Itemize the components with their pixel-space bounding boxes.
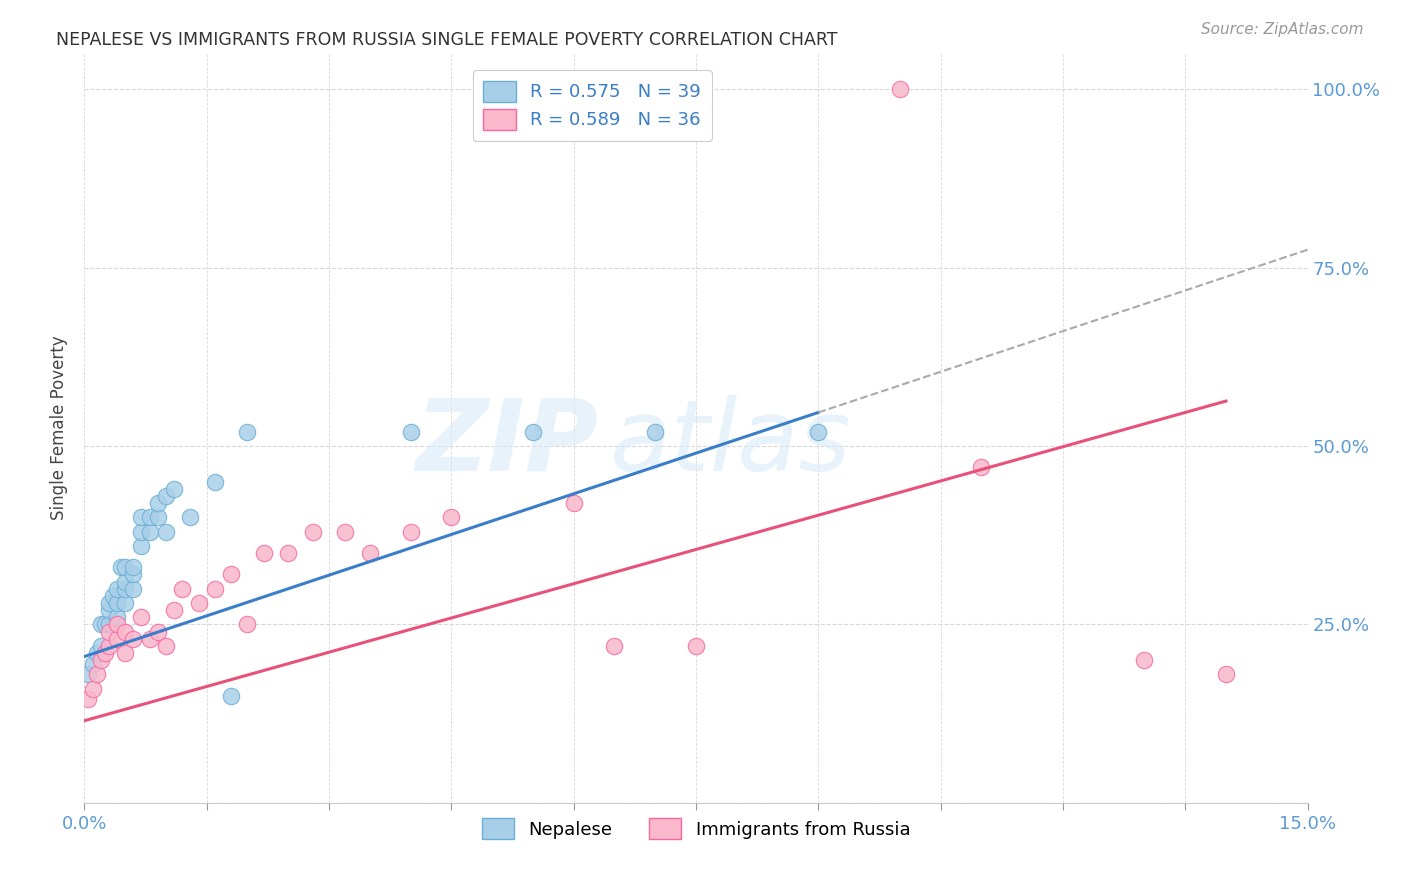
Point [97,624,120,639]
Point [114,574,136,589]
Point [277,546,299,560]
Point [146,496,169,510]
Point [114,560,136,574]
Point [603,639,626,653]
Point [204,582,226,596]
Point [179,510,201,524]
Point [105,617,128,632]
Point [440,510,463,524]
Point [90,653,112,667]
Point [163,603,186,617]
Point [131,510,153,524]
Point [146,510,169,524]
Point [131,524,153,539]
Point [359,546,381,560]
Point [105,632,128,646]
Point [138,510,160,524]
Point [122,567,145,582]
Point [86,646,108,660]
Point [97,603,120,617]
Point [90,617,112,632]
Point [335,524,357,539]
Point [253,546,276,560]
Point [114,596,136,610]
Point [131,610,153,624]
Point [155,639,177,653]
Point [122,560,145,574]
Point [138,524,160,539]
Point [562,496,585,510]
Point [163,482,186,496]
Point [236,425,259,439]
Point [1215,667,1237,681]
Point [399,524,422,539]
Point [97,596,120,610]
Point [172,582,194,596]
Text: Source: ZipAtlas.com: Source: ZipAtlas.com [1201,22,1364,37]
Point [86,667,108,681]
Point [155,524,177,539]
Point [1133,653,1156,667]
Point [82,657,104,671]
Text: atlas: atlas [610,394,852,491]
Point [685,639,707,653]
Point [93,617,115,632]
Point [122,582,145,596]
Point [122,632,145,646]
Point [93,646,115,660]
Point [97,617,120,632]
Point [97,639,120,653]
Point [90,639,112,653]
Point [101,589,124,603]
Point [114,646,136,660]
Point [82,681,104,696]
Point [644,425,666,439]
Point [146,624,169,639]
Point [155,489,177,503]
Text: ZIP: ZIP [415,394,598,491]
Text: NEPALESE VS IMMIGRANTS FROM RUSSIA SINGLE FEMALE POVERTY CORRELATION CHART: NEPALESE VS IMMIGRANTS FROM RUSSIA SINGL… [56,31,838,49]
Point [77,667,100,681]
Point [219,567,242,582]
Point [219,689,242,703]
Point [110,560,132,574]
Y-axis label: Single Female Poverty: Single Female Poverty [51,336,69,520]
Point [889,82,911,96]
Point [970,460,993,475]
Point [807,425,830,439]
Point [187,596,209,610]
Point [522,425,544,439]
Point [105,596,128,610]
Legend: Nepalese, Immigrants from Russia: Nepalese, Immigrants from Russia [471,807,921,850]
Point [399,425,422,439]
Point [114,582,136,596]
Point [105,610,128,624]
Point [138,632,160,646]
Point [77,692,100,706]
Point [301,524,323,539]
Point [236,617,259,632]
Point [204,475,226,489]
Point [105,582,128,596]
Point [131,539,153,553]
Point [114,624,136,639]
